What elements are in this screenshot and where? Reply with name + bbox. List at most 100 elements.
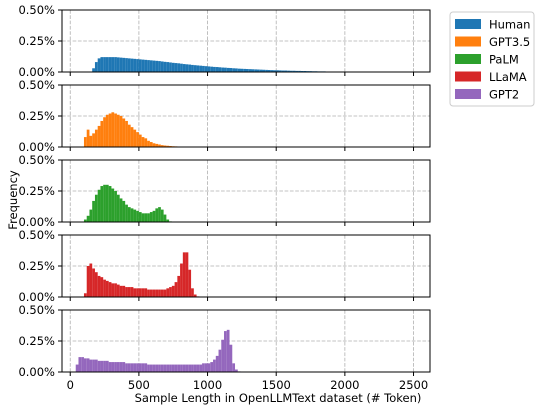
histogram-bar xyxy=(97,275,101,297)
histogram-bar xyxy=(160,364,164,372)
histogram-bar xyxy=(213,66,216,72)
histogram-bar xyxy=(155,208,159,222)
histogram-bar xyxy=(138,59,142,72)
histogram-bar xyxy=(94,359,98,372)
histogram-bar xyxy=(86,266,90,297)
histogram-bar xyxy=(89,135,93,147)
histogram-bar xyxy=(160,145,164,147)
histogram-bar xyxy=(83,219,87,222)
x-tick-label: 2500 xyxy=(399,378,428,392)
x-tick-label: 1000 xyxy=(193,378,222,392)
histogram-bar xyxy=(196,364,200,372)
y-tick-label: 0.00% xyxy=(18,290,55,304)
histogram-bar xyxy=(262,69,266,72)
histogram-bar xyxy=(108,113,112,147)
legend-swatch xyxy=(455,89,481,99)
histogram-bar xyxy=(152,60,156,72)
histogram-bar xyxy=(215,67,219,72)
histogram-bar xyxy=(94,129,98,147)
y-tick-label: 0.25% xyxy=(18,109,55,123)
histogram-bar xyxy=(221,339,225,372)
histogram-bar xyxy=(83,358,87,372)
histogram-bar xyxy=(136,59,139,72)
histogram-bar xyxy=(158,207,161,222)
histogram-bar xyxy=(133,129,137,147)
y-tick-label: 0.00% xyxy=(18,215,55,229)
histogram-bar xyxy=(180,263,183,297)
histogram-bar xyxy=(166,62,170,72)
histogram-bar xyxy=(122,118,126,147)
histogram-bar xyxy=(125,363,128,372)
histogram-bar xyxy=(116,362,120,372)
histogram-bar xyxy=(207,363,211,372)
histogram-bar xyxy=(160,61,164,72)
panel-gpt2: 0.00% 0.25% 0.50% 0 500 1000 1500 2000 2500 xyxy=(18,303,431,392)
histogram-bar xyxy=(155,143,159,147)
histogram-bar xyxy=(147,289,150,297)
histogram-bar xyxy=(144,59,148,72)
histogram-bar xyxy=(149,60,153,72)
histogram-bar xyxy=(105,360,109,372)
histogram-bar xyxy=(177,364,181,372)
histogram-bar xyxy=(232,363,236,372)
histogram-bar xyxy=(114,57,117,72)
y-tick-label: 0.00% xyxy=(18,140,55,154)
histogram-bar xyxy=(218,349,222,372)
histogram-bar xyxy=(127,124,131,147)
histogram-bar xyxy=(147,60,150,72)
histogram-bar xyxy=(218,67,222,72)
histogram-bar xyxy=(169,287,172,297)
histogram-bar xyxy=(116,284,120,297)
legend-label: GPT3.5 xyxy=(489,35,530,49)
histogram-bar xyxy=(163,214,167,222)
histogram-bar xyxy=(127,287,131,297)
histogram-bar xyxy=(174,63,178,72)
histogram-bar xyxy=(103,360,106,372)
histogram-bar xyxy=(229,344,233,372)
histogram-bar xyxy=(158,144,161,147)
histogram-bar xyxy=(152,143,156,147)
histogram-bar xyxy=(92,359,95,372)
histogram-bar xyxy=(119,198,123,222)
histogram-bar xyxy=(78,357,82,372)
histogram-bar xyxy=(130,58,134,72)
histogram-bar xyxy=(147,140,150,147)
histogram-bar xyxy=(160,289,164,297)
x-tick-label: 2000 xyxy=(330,378,359,392)
y-tick-label: 0.25% xyxy=(18,334,55,348)
histogram-bar xyxy=(177,63,181,72)
histogram-bar xyxy=(141,137,145,147)
histogram-bar xyxy=(281,70,285,72)
histogram-bar xyxy=(149,289,153,297)
histogram-bar xyxy=(111,57,115,72)
histogram-bar xyxy=(114,362,117,372)
histogram-bar xyxy=(141,288,145,297)
histogram-bar xyxy=(182,64,186,72)
histogram-bar xyxy=(144,288,148,297)
legend-swatch xyxy=(455,36,481,47)
histogram-bar xyxy=(226,329,230,372)
histogram-bar xyxy=(89,209,93,222)
histogram-bar xyxy=(235,68,238,72)
histogram-bar xyxy=(138,134,142,147)
histogram-bar xyxy=(111,362,115,372)
histogram-bar xyxy=(103,117,106,147)
histogram-bar xyxy=(169,364,172,372)
histogram-bar xyxy=(185,252,189,297)
histogram-bar xyxy=(133,209,137,222)
panel-palm: 0.00% 0.25% 0.50% xyxy=(18,153,431,229)
histogram-bar xyxy=(289,70,293,72)
histogram-bar xyxy=(97,360,101,372)
histogram-bar xyxy=(130,208,134,222)
histogram-bar xyxy=(105,184,109,222)
histogram-bar xyxy=(284,70,288,72)
histogram-bar xyxy=(122,285,126,297)
histogram-bar xyxy=(171,364,175,372)
histogram-bar xyxy=(144,213,148,222)
legend-swatch xyxy=(455,71,481,82)
histogram-bar xyxy=(127,363,131,372)
x-tick-label: 0 xyxy=(67,378,74,392)
legend-label: Human xyxy=(489,18,530,32)
histogram-bar xyxy=(114,191,117,222)
x-tick-label: 500 xyxy=(128,378,150,392)
